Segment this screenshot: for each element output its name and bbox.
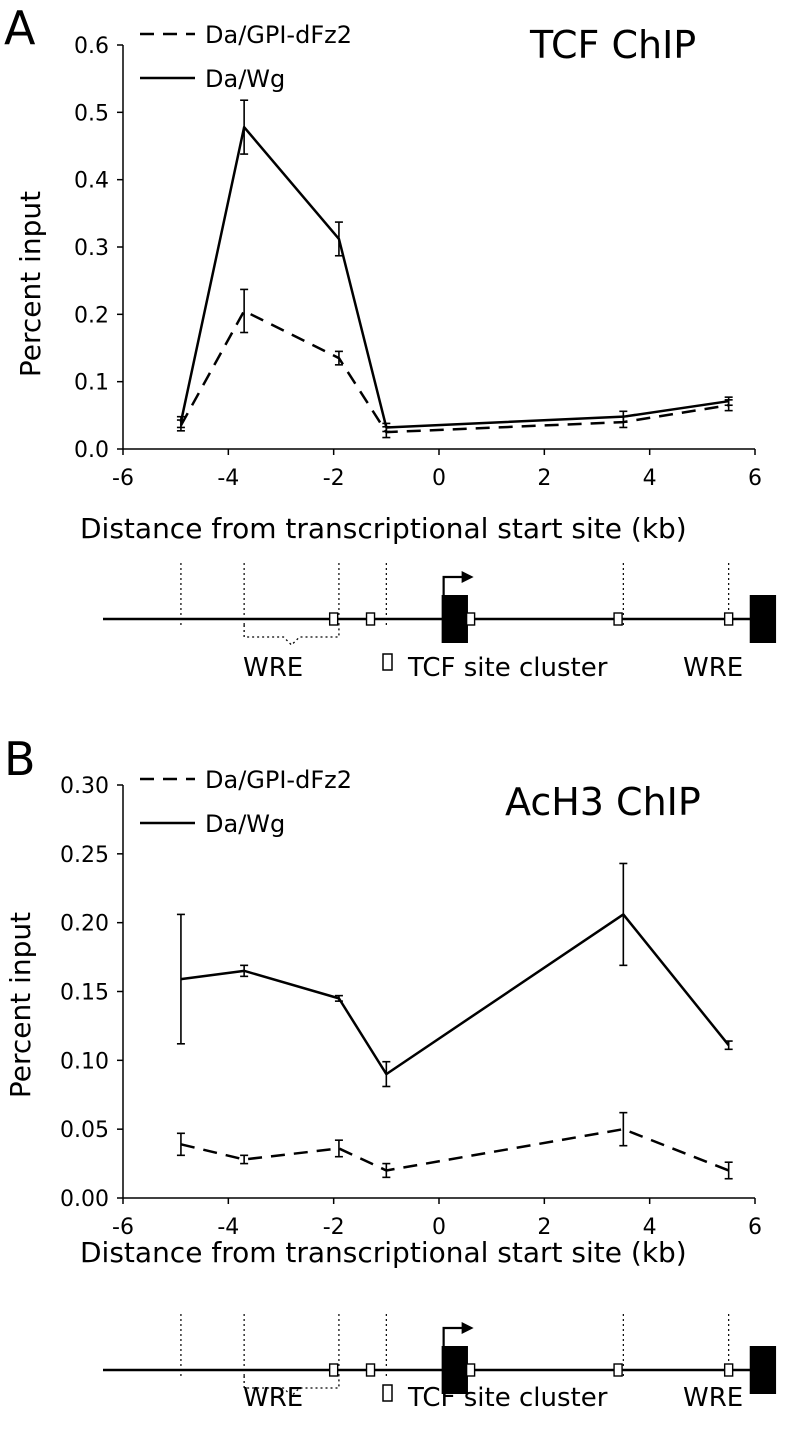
tcf-site-legend-icon-a [382, 653, 393, 671]
tss-arrow-b [442, 1326, 464, 1346]
x-tick-label-a: -6 [112, 466, 134, 491]
tcf-site-b [723, 1363, 734, 1377]
series-line-dashed-a [179, 309, 729, 434]
y-tick-label-a: 0.1 [74, 371, 109, 396]
x-tick-label-a: 4 [643, 466, 657, 491]
panel-b: B AcH3 ChIP Percent input Distance from … [4, 732, 777, 1413]
tcf-site-b [365, 1363, 376, 1377]
x-tick-label-b: -2 [323, 1215, 345, 1240]
y-tick-label-a: 0.2 [74, 303, 109, 328]
y-tick-label-b: 0.25 [60, 843, 109, 868]
legend-label-solid-a: Da/Wg [205, 65, 285, 93]
tcf-site-a [465, 612, 476, 626]
x-tick-label-a: -2 [323, 466, 345, 491]
wre-brace-a [243, 625, 340, 646]
tcf-site-a [328, 612, 339, 626]
panel-title-b: AcH3 ChIP [505, 780, 701, 824]
x-tick-label-a: -4 [217, 466, 239, 491]
y-tick-label-b: 0.20 [60, 912, 109, 937]
legend-a: Da/GPI-dFz2 Da/Wg [140, 21, 352, 93]
y-tick-label-a: 0.5 [74, 101, 109, 126]
tss-arrow-a [442, 575, 464, 595]
series-line-solid-a [179, 125, 729, 429]
gene-label-wre-left-a: WRE [243, 653, 303, 683]
x-tick-label-b: 4 [643, 1215, 657, 1240]
panel-letter-a: A [4, 1, 36, 55]
x-tick-label-a: 0 [432, 466, 446, 491]
y-tick-label-b: 0.10 [60, 1049, 109, 1074]
y-tick-label-b: 0.00 [60, 1187, 109, 1212]
gene-label-wre-right-a: WRE [683, 653, 743, 683]
gene-map-a [103, 563, 777, 646]
tcf-site-b [465, 1363, 476, 1377]
exon-block-b [749, 1346, 777, 1394]
y-tick-label-a: 0.3 [74, 236, 109, 261]
gene-map-b [103, 1314, 777, 1397]
x-tick-label-a: 2 [537, 466, 551, 491]
x-tick-label-b: 0 [432, 1215, 446, 1240]
x-axis-label-b: Distance from transcriptional start site… [80, 1236, 687, 1269]
tcf-site-a [365, 612, 376, 626]
legend-label-dashed-b: Da/GPI-dFz2 [205, 766, 352, 794]
x-tick-label-b: -4 [217, 1215, 239, 1240]
tcf-site-b [328, 1363, 339, 1377]
y-tick-label-b: 0.30 [60, 774, 109, 799]
tcf-site-legend-icon-b [382, 1384, 393, 1402]
wre-brace-b [243, 1376, 340, 1397]
tcf-site-a [723, 612, 734, 626]
x-tick-label-b: -6 [112, 1215, 134, 1240]
panel-title-a: TCF ChIP [529, 23, 696, 67]
exon-block-a [749, 595, 777, 643]
y-tick-label-a: 0.4 [74, 169, 109, 194]
gene-label-wre-left-b: WRE [243, 1383, 303, 1413]
y-tick-label-a: 0.0 [74, 438, 109, 463]
exon-block-a [441, 595, 468, 643]
y-tick-label-b: 0.15 [60, 981, 109, 1006]
legend-label-dashed-a: Da/GPI-dFz2 [205, 21, 352, 49]
gene-label-tcf-cluster-b: TCF site cluster [407, 1383, 608, 1413]
plot-area-b: 0.00 0.05 0.10 0.15 0.20 0.25 0.30 -6 -4 -2 0 2 4 6 [60, 774, 762, 1240]
legend-b: Da/GPI-dFz2 Da/Wg [140, 766, 352, 838]
y-tick-label-b: 0.05 [60, 1118, 109, 1143]
series-line-dashed-b [180, 1127, 730, 1172]
gene-label-tcf-cluster-a: TCF site cluster [407, 653, 608, 683]
tcf-site-b [613, 1363, 623, 1377]
x-tick-label-b: 6 [748, 1215, 762, 1240]
tss-arrowhead-a [461, 571, 474, 583]
tcf-site-a [613, 612, 623, 626]
gene-label-wre-right-b: WRE [683, 1383, 743, 1413]
y-tick-label-a: 0.6 [74, 34, 109, 59]
y-axis-label-b: Percent input [4, 912, 37, 1098]
series-line-solid-b [180, 913, 730, 1076]
x-axis-label-a: Distance from transcriptional start site… [80, 512, 687, 545]
x-tick-label-b: 2 [537, 1215, 551, 1240]
panel-letter-b: B [4, 732, 36, 786]
plot-area-a: 0.0 0.1 0.2 0.3 0.4 0.5 0.6 -6 -4 -2 0 2 4 6 [74, 34, 762, 491]
exon-block-b [441, 1346, 468, 1394]
legend-label-solid-b: Da/Wg [205, 810, 285, 838]
tss-arrowhead-b [461, 1322, 474, 1334]
panel-a: A TCF ChIP Percent input Distance from t… [4, 1, 777, 683]
y-axis-label-a: Percent input [14, 191, 47, 377]
x-tick-label-a: 6 [748, 466, 762, 491]
